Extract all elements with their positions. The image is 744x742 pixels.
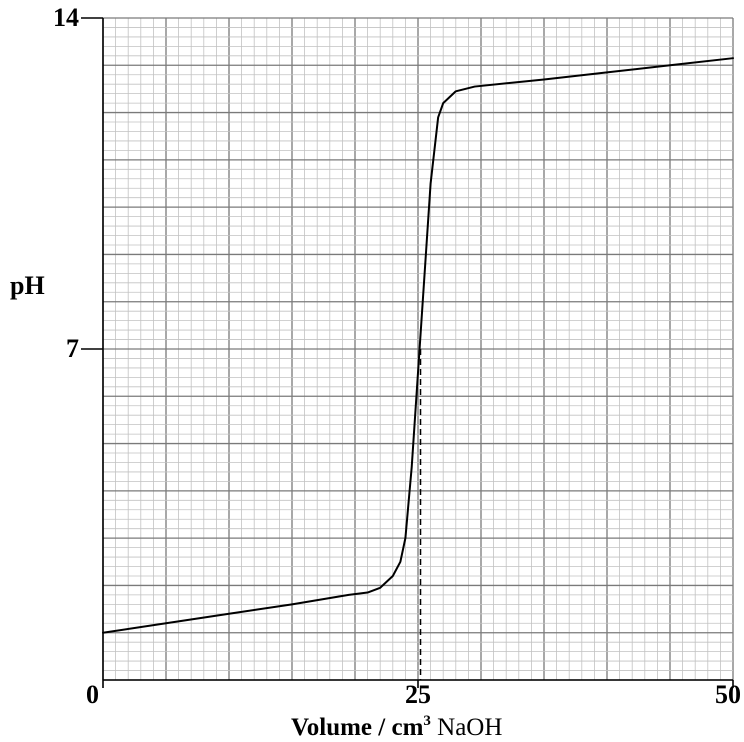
y-axis-label: pH [10, 271, 45, 300]
grid [102, 17, 734, 681]
x-axis-label: Volume / cm3 NaOH [291, 713, 502, 741]
x-tick-label: 0 [86, 680, 99, 709]
x-tick-label: 25 [405, 680, 431, 709]
y-tick-label: 14 [53, 3, 79, 32]
axes: 7 14 0 25 50 [53, 3, 741, 709]
data-layer [102, 57, 734, 680]
x-axis-label-suffix: NaOH [431, 714, 503, 741]
y-tick-label: 7 [66, 334, 79, 363]
x-axis-label-superscript: 3 [423, 713, 431, 729]
x-axis-label-main: Volume / cm [291, 714, 424, 741]
x-tick-label: 50 [715, 680, 741, 709]
titration-curve-line [102, 57, 734, 634]
